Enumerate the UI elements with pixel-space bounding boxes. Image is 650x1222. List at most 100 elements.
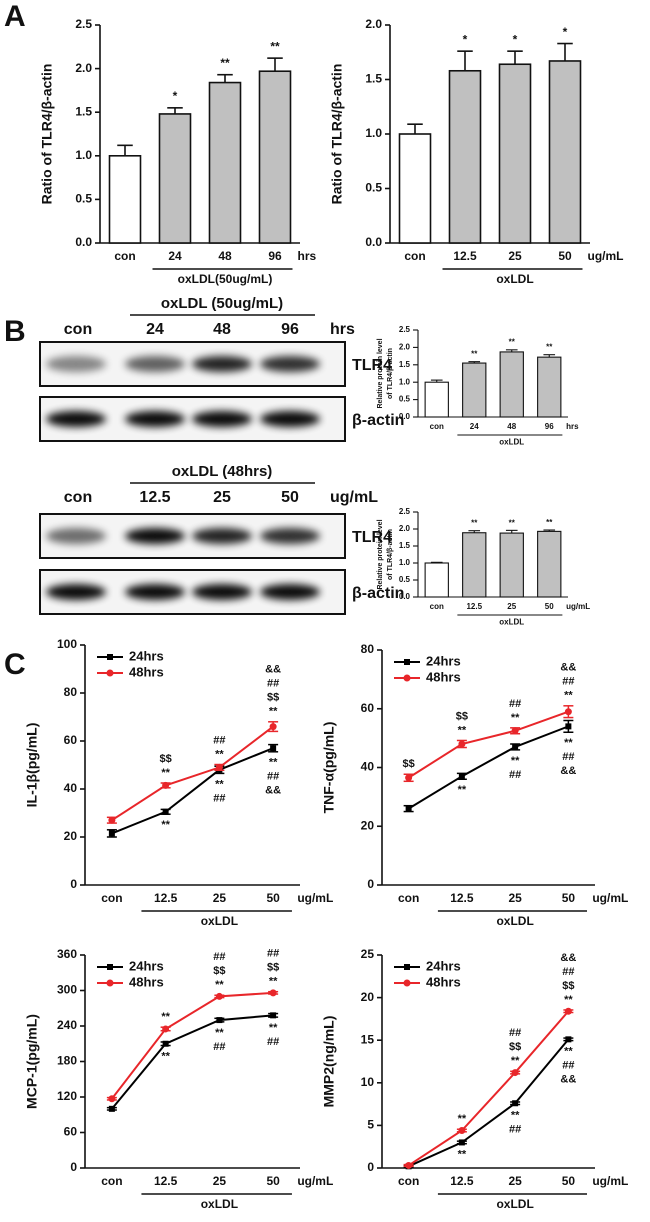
y-axis-title: TNF-α(pg/mL) xyxy=(321,722,337,814)
point xyxy=(108,830,115,837)
significance: ## xyxy=(562,966,574,978)
significance: ## xyxy=(562,1060,574,1072)
blot-band xyxy=(46,528,106,544)
x-tick-label: 48 xyxy=(218,249,232,263)
y-tick-label: 1.5 xyxy=(75,104,92,118)
panel-label: C xyxy=(4,648,26,681)
group-label: oxLDL(50ug/mL) xyxy=(178,272,273,286)
significance: ** xyxy=(564,737,573,749)
y-tick-label: 0 xyxy=(367,1160,374,1174)
y-tick-label: 60 xyxy=(64,733,78,747)
legend-marker xyxy=(403,674,411,682)
group-label: oxLDL xyxy=(201,1197,238,1211)
x-tick-label: con xyxy=(430,602,444,611)
blot-band xyxy=(192,584,252,600)
y-tick-label: 80 xyxy=(64,685,78,699)
y-tick-label: 5 xyxy=(367,1118,374,1132)
legend-marker xyxy=(107,964,113,970)
point xyxy=(108,1095,116,1103)
x-tick-label: 50 xyxy=(558,249,572,263)
group-label: oxLDL xyxy=(496,1197,533,1211)
series-line xyxy=(408,1010,570,1167)
series-line xyxy=(408,1038,570,1168)
point xyxy=(270,745,277,752)
x-tick-label: 24 xyxy=(168,249,182,263)
bar xyxy=(448,69,482,244)
significance: $$ xyxy=(509,1041,521,1053)
significance: ** xyxy=(546,518,553,527)
point xyxy=(215,992,223,1000)
legend-label: 24hrs xyxy=(129,648,164,663)
point xyxy=(108,1105,115,1112)
x-tick-label: con xyxy=(114,249,135,263)
bar xyxy=(462,532,487,598)
significance: ** xyxy=(471,350,478,359)
significance: ** xyxy=(269,757,278,769)
x-tick-label: 25 xyxy=(507,602,516,611)
x-tick-label: 24 xyxy=(470,422,479,431)
bar xyxy=(424,381,449,418)
bar xyxy=(462,362,487,418)
x-tick-label: 12.5 xyxy=(450,1174,474,1188)
y-tick-label: 2.0 xyxy=(399,524,411,533)
significance: ** xyxy=(564,690,573,702)
x-tick-label: 12.5 xyxy=(154,1174,178,1188)
x-tick-label: 12.5 xyxy=(453,249,477,263)
significance: ** xyxy=(215,1027,224,1039)
significance: && xyxy=(560,662,576,674)
legend-label: 48hrs xyxy=(426,974,461,989)
point xyxy=(405,774,413,782)
lane-label: 50 xyxy=(281,489,299,506)
blot-band xyxy=(125,528,185,544)
y-tick-label: 1.0 xyxy=(75,148,92,162)
bar xyxy=(537,530,562,598)
blot-band xyxy=(260,528,320,544)
significance: ** xyxy=(511,712,520,724)
y-tick-label: 0.5 xyxy=(75,192,92,206)
x-unit: ug/mL xyxy=(566,602,590,611)
significance: ## xyxy=(509,1027,521,1039)
y-tick-label: 20 xyxy=(64,829,78,843)
significance: ** xyxy=(546,343,553,352)
lane-label: 25 xyxy=(213,489,231,506)
y-tick-label: 120 xyxy=(57,1089,77,1103)
series-line xyxy=(111,991,274,1100)
y-tick-label: 1.5 xyxy=(399,541,411,550)
blot-band xyxy=(260,411,320,427)
legend-label: 48hrs xyxy=(129,974,164,989)
x-unit: ug/mL xyxy=(592,1174,628,1188)
blot-band xyxy=(192,356,252,372)
x-tick-label: 12.5 xyxy=(154,891,178,905)
group-label: oxLDL xyxy=(499,617,524,626)
y-tick-label: 0.5 xyxy=(399,575,411,584)
significance: && xyxy=(560,952,576,964)
significance: $$ xyxy=(267,962,279,974)
point xyxy=(564,708,572,716)
y-tick-label: 0 xyxy=(70,877,77,891)
significance: ** xyxy=(458,724,467,736)
bar xyxy=(208,81,242,244)
x-unit: ug/mL xyxy=(297,1174,333,1188)
significance: * xyxy=(563,25,568,39)
significance: ** xyxy=(161,819,170,831)
series-line xyxy=(111,747,274,835)
point xyxy=(565,1036,572,1043)
legend-label: 24hrs xyxy=(129,958,164,973)
x-tick-label: con xyxy=(404,249,425,263)
significance: ## xyxy=(562,751,574,763)
significance: ** xyxy=(458,784,467,796)
blot-band xyxy=(260,356,320,372)
x-tick-label: 50 xyxy=(266,891,280,905)
y-tick-label: 1.5 xyxy=(399,360,411,369)
legend-marker xyxy=(404,964,410,970)
blot-band xyxy=(125,584,185,600)
significance: ## xyxy=(267,948,279,960)
x-tick-label: 25 xyxy=(508,1174,522,1188)
x-tick-label: 25 xyxy=(213,891,227,905)
significance: * xyxy=(173,89,178,103)
significance: && xyxy=(265,664,281,676)
point xyxy=(162,808,169,815)
x-tick-label: 50 xyxy=(545,602,554,611)
lane-label: 12.5 xyxy=(139,489,170,506)
